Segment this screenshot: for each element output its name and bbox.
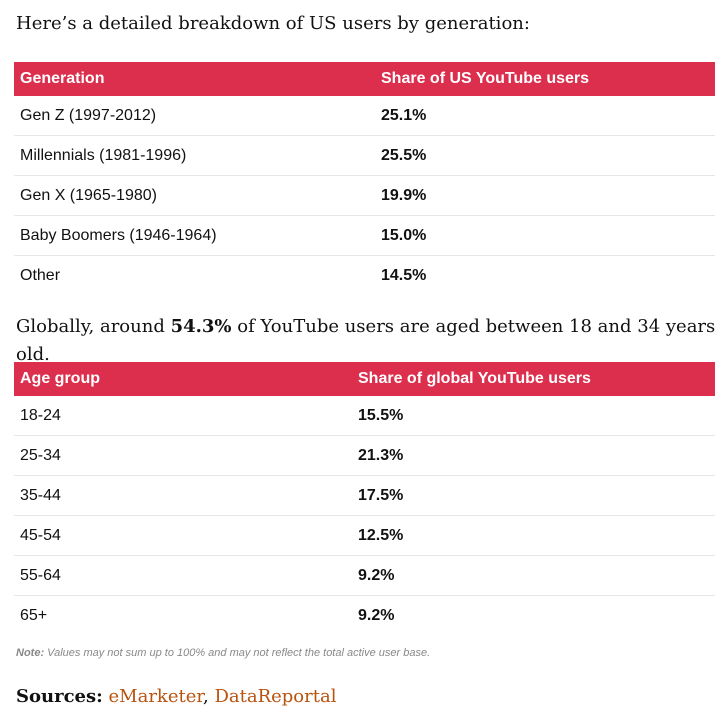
us-generation-table: Generation Share of US YouTube users Gen… (14, 62, 715, 295)
global-summary-highlight: 54.3% (170, 316, 232, 337)
table-row: 45-54 12.5% (14, 515, 715, 556)
global-summary-text: Globally, around 54.3% of YouTube users … (16, 313, 728, 369)
table-row: Gen X (1965-1980) 19.9% (14, 175, 715, 216)
global-summary-before: Globally, around (16, 316, 171, 337)
note-text: Values may not sum up to 100% and may no… (44, 647, 431, 659)
source-link-emarketer[interactable]: eMarketer (108, 686, 204, 707)
column-header-age-group: Age group (14, 362, 352, 396)
table-header-row: Age group Share of global YouTube users (14, 362, 715, 396)
share-value: 15.5% (352, 396, 715, 436)
share-value: 9.2% (352, 555, 715, 596)
sources-separator: , (203, 686, 215, 707)
share-value: 19.9% (375, 175, 715, 216)
generation-label: Gen X (1965-1980) (14, 175, 375, 216)
generation-label: Gen Z (1997-2012) (14, 96, 375, 136)
share-value: 14.5% (381, 266, 427, 284)
table-row: Millennials (1981-1996) 25.5% (14, 135, 715, 176)
table-row: Baby Boomers (1946-1964) 15.0% (14, 215, 715, 256)
share-value: 9.2% (358, 606, 395, 624)
table-row: Other 14.5% (14, 256, 715, 296)
intro-text: Here’s a detailed breakdown of US users … (16, 13, 530, 34)
global-summary-after: of YouTube users are aged between 18 and… (16, 316, 716, 365)
share-value: 15.0% (375, 215, 715, 256)
share-value: 25.5% (375, 135, 715, 176)
generation-label: Millennials (1981-1996) (14, 135, 375, 176)
share-value: 17.5% (352, 475, 715, 516)
table-row: 18-24 15.5% (14, 396, 715, 436)
table-row: 65+ 9.2% (14, 596, 715, 636)
age-group-label: 65+ (20, 606, 48, 624)
sources-label: Sources: (16, 686, 103, 707)
table-row: Gen Z (1997-2012) 25.1% (14, 96, 715, 136)
note-label: Note: (16, 647, 45, 659)
sources-line: Sources: eMarketer, DataReportal (16, 683, 336, 711)
column-header-global-share: Share of global YouTube users (352, 362, 715, 396)
column-header-generation: Generation (14, 62, 375, 96)
age-group-label: 45-54 (14, 515, 352, 556)
table-row: 25-34 21.3% (14, 435, 715, 476)
table-row: 55-64 9.2% (14, 555, 715, 596)
share-value: 25.1% (375, 96, 715, 136)
share-value: 21.3% (352, 435, 715, 476)
age-group-label: 35-44 (14, 475, 352, 516)
generation-label: Baby Boomers (1946-1964) (14, 215, 375, 256)
generation-label: Other (20, 266, 61, 284)
age-group-label: 25-34 (14, 435, 352, 476)
source-link-datareportal[interactable]: DataReportal (214, 686, 337, 707)
table-note: Note: Values may not sum up to 100% and … (16, 647, 430, 659)
age-group-label: 18-24 (14, 396, 352, 436)
table-header-row: Generation Share of US YouTube users (14, 62, 715, 96)
age-group-label: 55-64 (14, 555, 352, 596)
table-row: 35-44 17.5% (14, 475, 715, 516)
global-age-table: Age group Share of global YouTube users … (14, 362, 715, 635)
column-header-us-share: Share of US YouTube users (375, 62, 715, 96)
share-value: 12.5% (352, 515, 715, 556)
